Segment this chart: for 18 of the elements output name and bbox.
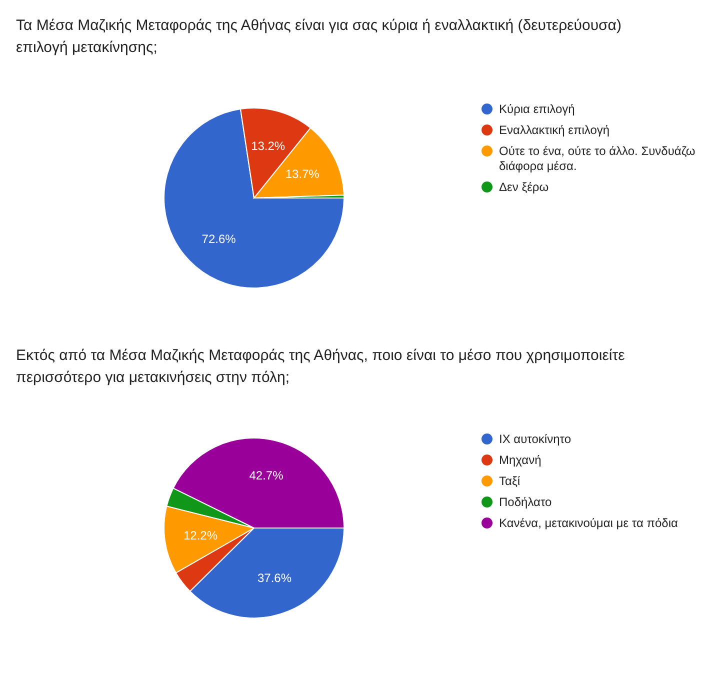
chart-title: Εκτός από τα Μέσα Μαζικής Μεταφοράς της Αθήνας, ποιο είναι το μέσο που χρησιμοποιείτε περισσότερο για μετακινήσεις στην πόλη; [16, 347, 626, 386]
data-label: 12.2% [184, 528, 218, 543]
legend-label: Εναλλακτική επιλογή [499, 123, 610, 137]
data-label: 37.6% [257, 571, 292, 586]
legend-label: Δεν ξέρω [499, 180, 549, 194]
data-label: 72.6% [202, 232, 236, 246]
legend-label: ΙΧ αυτοκίνητο [499, 432, 572, 446]
data-label: 42.7% [249, 468, 284, 483]
legend-label: Ποδήλατο [499, 495, 552, 509]
pie-slice [164, 108, 344, 288]
legend-label: Κανένα, μετακινούμαι με τα πόδια [499, 516, 678, 530]
chart-title: Τα Μέσα Μαζικής Μεταφοράς της Αθήνας είναι για σας κύρια ή εναλλακτική (δευτερεύουσα) επιλογή μετακίνησης; [16, 17, 622, 56]
data-label: 13.2% [251, 139, 286, 154]
legend-label: Κύρια επιλογή [499, 102, 575, 116]
legend-label: Μηχανή [499, 453, 542, 467]
data-label: 13.7% [285, 167, 320, 182]
legend-label: Ταξί [499, 474, 520, 488]
legend-label: Ούτε το ένα, ούτε το άλλο. Συνδυάζω διάφορα μέσα. [499, 144, 696, 173]
